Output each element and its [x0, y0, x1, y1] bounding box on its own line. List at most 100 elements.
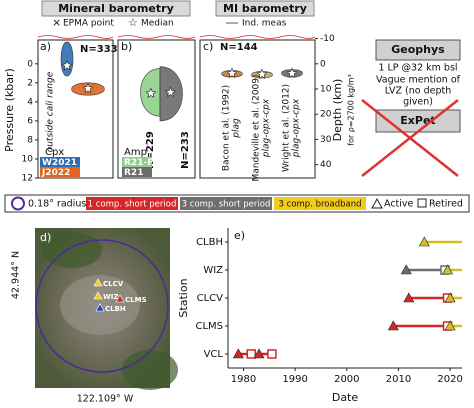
y-axis-label: Pressure (kbar) — [3, 68, 16, 152]
legend-circle — [11, 196, 25, 211]
legend-label: R21-F — [124, 158, 153, 168]
end-marker — [267, 349, 277, 359]
y2-tick-label: 40 — [320, 160, 332, 170]
study-phases: plag-opx-cpx — [262, 98, 272, 158]
x-axis-label: Date — [332, 391, 359, 404]
legend-triangle — [371, 197, 383, 209]
radius-circle — [35, 239, 169, 373]
y2-tick-label: 10 — [320, 85, 332, 95]
legend-swatch — [122, 167, 152, 177]
legend-swatch — [180, 197, 272, 210]
lon-label: 122.109° W — [77, 394, 134, 405]
n-label: N=144 — [220, 42, 258, 53]
legend-label: 3 comp. broadband — [279, 200, 362, 210]
legend-title: Amp — [124, 147, 147, 158]
header-title: Mineral barometry — [58, 2, 174, 15]
geophys-line: given) — [403, 97, 433, 108]
geophys-line: Vague mention of — [376, 75, 461, 86]
y-tick-label: 2 — [27, 78, 33, 88]
start-marker — [442, 264, 454, 275]
y-tick-label: 6 — [27, 116, 33, 126]
legend-swatch — [86, 197, 178, 210]
panel-label: d) — [40, 231, 51, 244]
y-tick-label: CLCV — [197, 293, 224, 304]
study-phases: plag — [232, 118, 242, 139]
y-axis-label: Station — [177, 278, 190, 317]
n-label: N=333 — [80, 44, 118, 55]
legend-label: Ind. meas — [242, 19, 287, 29]
legend-swatch — [274, 197, 366, 210]
station-marker — [115, 294, 125, 303]
lat-label: 42.944° N — [11, 251, 22, 299]
y-tick-label: VCL — [204, 349, 224, 360]
panel-label: e) — [234, 229, 245, 242]
legend-label: Active — [384, 199, 414, 210]
panel-frame — [37, 39, 114, 179]
header-box — [41, 0, 191, 17]
start-marker — [444, 320, 456, 331]
legend-label: 3 comp. short period — [182, 200, 271, 210]
panel-label: b) — [121, 40, 132, 53]
x-tick-label: 1990 — [282, 374, 307, 385]
median-star — [82, 82, 94, 94]
annotation: outside cali range — [46, 71, 56, 152]
station-label: CLBH — [105, 305, 126, 313]
legend-label: R21 — [124, 168, 143, 178]
study-name: Wright et al. (2012) — [282, 84, 292, 172]
station-marker — [93, 278, 103, 287]
median-star — [226, 67, 238, 79]
study-phases: plag-opx-cpx — [292, 98, 302, 158]
legend-label: Retired — [429, 199, 463, 210]
legend-label: J2022 — [41, 168, 70, 178]
y-tick-label: 0 — [27, 59, 33, 69]
header-box — [215, 0, 315, 17]
y2-tick-label: 30 — [320, 135, 332, 145]
start-marker — [418, 236, 430, 247]
station-marker — [93, 291, 103, 300]
forest — [122, 350, 178, 390]
station-label: WIZ — [103, 293, 118, 301]
panel-label: a) — [40, 40, 51, 53]
y-tick-label: CLMS — [195, 321, 223, 332]
x-tick-label: 2020 — [437, 374, 462, 385]
median-star — [164, 86, 177, 98]
legend-title: Cpx — [45, 147, 64, 158]
start-marker — [232, 348, 244, 359]
geophys-line: LVZ (no depth — [385, 86, 452, 97]
ind-meas-trace — [37, 35, 196, 39]
legend-label: 0.18° radius — [28, 199, 86, 210]
y-tick-label: 10 — [22, 154, 34, 164]
x-tick-label: 2000 — [334, 374, 359, 385]
legend-symbol: × — [52, 16, 61, 29]
y-tick-label: WIZ — [203, 265, 223, 276]
legend-square — [417, 198, 427, 208]
legend-label: Median — [141, 19, 174, 29]
ind-meas-trace — [199, 35, 316, 39]
median-star — [145, 87, 157, 98]
legend-swatch — [40, 167, 80, 177]
start-marker — [387, 320, 399, 331]
start-marker — [253, 348, 265, 359]
y2-axis-sublabel: for ρ=2700 kg/m³ — [347, 74, 356, 146]
y2-axis-label: Depth (km) — [331, 79, 344, 142]
y2-tick-label: 20 — [320, 110, 332, 120]
y-tick-label: 12 — [22, 174, 33, 184]
x-tick-label: 1980 — [231, 374, 256, 385]
geophys-box — [375, 39, 461, 61]
n-label: N=229 — [145, 131, 156, 169]
header-title: MI barometry — [223, 2, 307, 15]
median-star — [286, 67, 298, 79]
start-marker — [403, 292, 415, 303]
station-label: CLMS — [125, 296, 147, 304]
legend-swatch — [40, 157, 80, 167]
panel-frame — [117, 39, 196, 179]
legend-swatch — [122, 157, 152, 167]
study-name: Mandeville et al. (2009) — [252, 74, 262, 181]
panel-label: c) — [203, 40, 213, 53]
violin — [60, 41, 74, 77]
legend-label: 1 comp. short period — [88, 200, 177, 210]
start-marker — [400, 264, 412, 275]
y-tick-label: 4 — [27, 97, 33, 107]
y2-tick-label: 0 — [320, 59, 326, 69]
